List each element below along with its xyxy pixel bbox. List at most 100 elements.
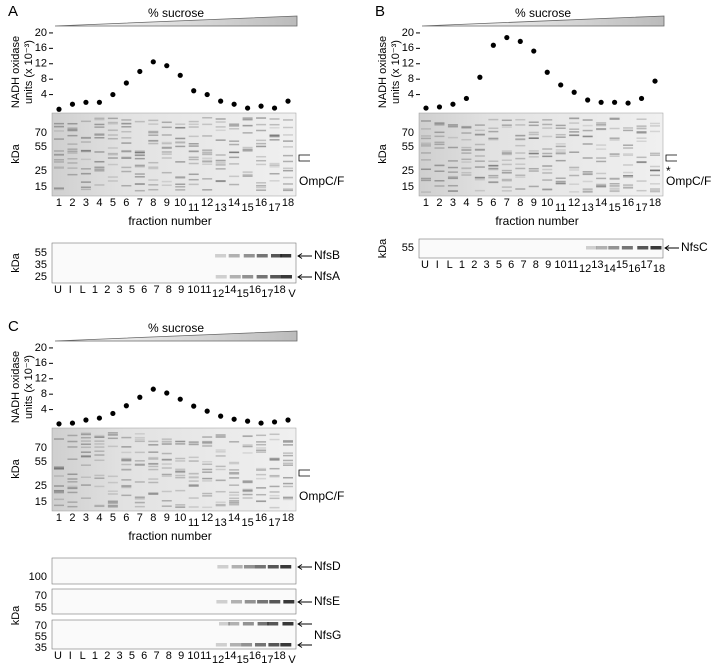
gel-band (474, 148, 485, 150)
gel-band (121, 469, 132, 471)
gel-band (67, 167, 78, 169)
gel-band (121, 446, 132, 448)
gel-band (461, 171, 472, 174)
blot-band (228, 254, 240, 258)
arrow (297, 253, 312, 259)
gel-band (636, 127, 647, 130)
gradient-label: % sucrose (148, 6, 204, 20)
gel-band (175, 460, 186, 462)
blot-lane-label: 7 (520, 259, 526, 271)
lane-label: 15 (241, 517, 253, 529)
data-point (271, 419, 278, 425)
blot-lane-label: 17 (261, 654, 273, 665)
bracket (298, 154, 310, 162)
gel-band (283, 146, 294, 148)
gel-marker: 55 (35, 141, 47, 153)
gel-band (528, 131, 539, 134)
gel-band (542, 155, 553, 158)
gel-band (134, 505, 145, 508)
gel-band (148, 140, 159, 143)
gel-band (94, 133, 105, 135)
blot-band (256, 254, 268, 258)
gel-band (269, 118, 280, 120)
gel-band (94, 477, 105, 479)
gel-band (215, 159, 226, 162)
blot-band (267, 622, 279, 626)
gel-band (269, 476, 280, 478)
gel-band (447, 175, 458, 178)
y-tick-label: 8 (41, 388, 47, 400)
gel-band (53, 122, 64, 125)
gel-band (229, 502, 240, 504)
data-point (83, 417, 89, 423)
gel-band (256, 163, 267, 166)
gel-band (175, 471, 186, 473)
gel-band (229, 124, 240, 127)
gel-band (94, 434, 105, 437)
blot-lane-label: 17 (261, 288, 273, 300)
gel-band (242, 490, 253, 493)
gel-band (447, 190, 458, 192)
gel-band (488, 164, 499, 167)
gel-band (283, 160, 294, 163)
gel-band (229, 469, 240, 471)
blot-y-label: kDa (10, 252, 22, 272)
gel-band (175, 443, 186, 445)
gel-band (515, 152, 526, 154)
gel-band (148, 132, 159, 134)
gel-band (609, 183, 620, 185)
blot-band (254, 643, 266, 647)
gel-band (80, 120, 91, 123)
gel-band (121, 494, 132, 497)
gel-band (67, 434, 78, 437)
gel-band (609, 185, 620, 187)
gel-band (121, 479, 132, 481)
blot-lane-label: 14 (224, 284, 236, 296)
lane-label: 6 (490, 197, 496, 209)
gel-band (188, 497, 199, 499)
gel-band (80, 464, 91, 466)
data-point (150, 386, 156, 392)
lane-label: 15 (241, 202, 253, 214)
data-point (285, 417, 291, 423)
gel-band (94, 134, 105, 136)
gel-band (528, 133, 539, 136)
gel-band (461, 174, 472, 176)
gel-band (148, 134, 159, 136)
gel-band (242, 489, 253, 492)
gel-band (53, 159, 64, 161)
gel-band (515, 144, 526, 147)
blot-band (268, 643, 280, 647)
y-tick-label: 16 (402, 42, 414, 54)
gel-band (582, 188, 593, 190)
gel-band (596, 185, 607, 188)
gel-band (94, 436, 105, 438)
gel-band (94, 137, 105, 139)
gel-band (202, 123, 213, 126)
gel-band (515, 124, 526, 126)
gel-band (188, 145, 199, 147)
gel-band (229, 163, 240, 165)
gel-band (175, 186, 186, 188)
gel-band (501, 150, 512, 152)
gel-band (609, 177, 620, 180)
gel-band (107, 475, 118, 478)
data-point (504, 34, 510, 41)
gel-band (175, 145, 186, 148)
gel-band (623, 127, 634, 129)
gel-band (242, 435, 253, 437)
blot-lane-label: 15 (616, 259, 628, 271)
blot-lane-label: 2 (471, 259, 477, 271)
blot-lane-label: I (69, 650, 72, 662)
data-point (191, 88, 197, 94)
blot-marker: 35 (35, 259, 47, 271)
gel-band (229, 494, 240, 496)
gel-band (148, 142, 159, 145)
gel-band (134, 151, 145, 153)
gel-band (515, 174, 526, 177)
gel-band (609, 189, 620, 191)
blot-marker: 70 (35, 620, 47, 632)
blot-lane-label: 16 (249, 650, 261, 662)
gel-band (488, 174, 499, 177)
lane-label: 5 (477, 197, 483, 209)
